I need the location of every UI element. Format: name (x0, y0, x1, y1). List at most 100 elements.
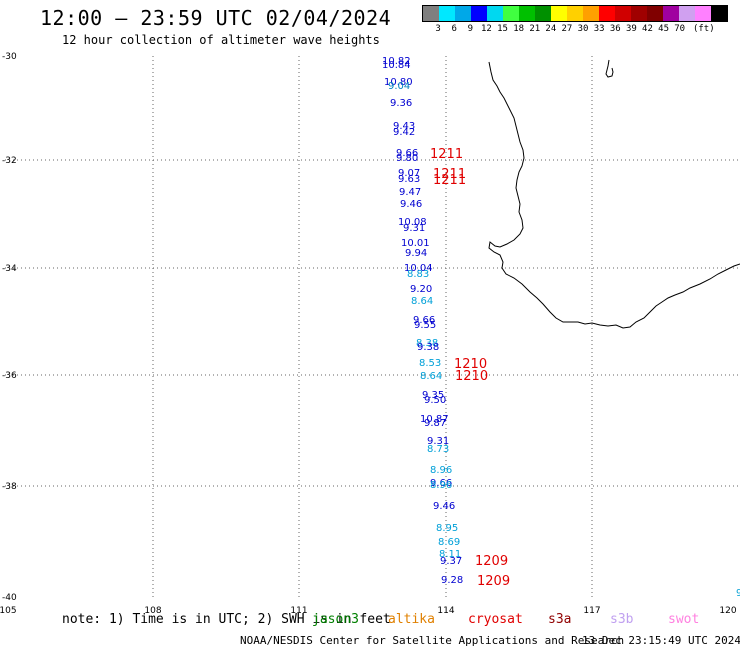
map-subtitle: 12 hour collection of altimeter wave hei… (62, 33, 380, 47)
color-swatch (471, 6, 487, 21)
wave-height-value: 9.87 (424, 418, 446, 429)
color-swatch (455, 6, 471, 21)
color-swatch (679, 6, 695, 21)
color-scale-label: 70 (674, 24, 686, 34)
footer-note: note: 1) Time is in UTC; 2) SWH is in fe… (62, 612, 391, 627)
credit-line: NOAA/NESDIS Center for Satellite Applica… (240, 634, 625, 647)
wave-height-value: 9.46 (400, 199, 422, 210)
satellite-legend-item: s3a (548, 612, 572, 627)
wave-height-value: 9.94 (405, 248, 427, 259)
color-scale-label: 39 (625, 24, 637, 34)
color-swatch (503, 6, 519, 21)
color-scale-label: 42 (642, 24, 653, 34)
color-swatch (567, 6, 583, 21)
pass-time-label: 1209 (475, 554, 508, 569)
wave-height-value: 9.43 (393, 121, 415, 132)
wave-height-value: 9.63 (398, 174, 420, 185)
color-scale-label: 33 (593, 24, 605, 34)
satellite-legend-item: s3b (610, 612, 634, 627)
latitude-tick-label: -40 (2, 593, 17, 603)
wave-height-value: 8.83 (407, 269, 429, 280)
pass-time-label: 1210 (454, 357, 487, 372)
wave-height-value: 8.64 (420, 371, 442, 382)
longitude-tick-label: 114 (437, 606, 454, 616)
color-scale-legend: 3 6 9 12 15 18 21 24 27 30 33 36 39 42 45 70 (ft) (422, 5, 728, 35)
latitude-tick-label: -30 (2, 52, 17, 62)
longitude-tick-label: 108 (144, 606, 161, 616)
color-scale-label: 3 (435, 24, 441, 34)
wave-height-value: 9.42 (393, 127, 415, 138)
color-scale-label: 18 (513, 24, 525, 34)
wave-height-value: 9.66 (396, 148, 418, 159)
wave-height-value: 9.38 (417, 342, 439, 353)
satellite-legend-item: cryosat (468, 612, 523, 627)
wave-height-value: 9.55 (414, 320, 436, 331)
color-swatch (663, 6, 679, 21)
wave-height-value: 10.87 (420, 414, 449, 425)
color-scale-labels: 3 6 9 12 15 18 21 24 27 30 33 36 39 42 45 70 (ft) (422, 22, 728, 36)
color-scale-label: 9 (467, 24, 474, 34)
wave-height-value: 8.53 (419, 358, 441, 369)
satellite-legend-item: jason3 (312, 612, 359, 627)
wave-height-value: 8.38 (416, 338, 438, 349)
color-swatch (583, 6, 599, 21)
map-title: 12:00 – 23:59 UTC 02/04/2024 (40, 6, 392, 30)
longitude-tick-label: 120 (719, 606, 736, 616)
wave-height-value: 9.80 (396, 153, 418, 164)
color-scale-label: 24 (545, 24, 557, 34)
color-swatch (487, 6, 503, 21)
color-scale-unit: (ft) (692, 24, 715, 34)
color-swatch (631, 6, 647, 21)
wave-height-value: 8.11 (439, 549, 461, 560)
generation-timestamp: 13 Dec 23:15:49 UTC 2024 (582, 634, 740, 647)
wave-height-value: 9.47 (399, 187, 421, 198)
wave-height-value: 10.80 (384, 77, 413, 88)
island-outline (605, 59, 614, 78)
color-swatch (535, 6, 551, 21)
color-scale-label: 21 (529, 24, 541, 34)
wave-height-value: 9.04 (388, 81, 410, 92)
wave-height-value: 9.50 (424, 395, 446, 406)
color-scale-label: 15 (497, 24, 508, 34)
wave-height-value: 8.95 (436, 523, 458, 534)
wave-height-value: 9.66 (413, 315, 435, 326)
wave-height-value: 9.31 (427, 436, 449, 447)
color-swatch (439, 6, 455, 21)
latitude-tick-label: -32 (2, 156, 17, 166)
color-scale-bar (422, 5, 728, 22)
color-scale-label: 6 (451, 24, 457, 34)
wave-height-value: 9.07 (398, 168, 420, 179)
pass-time-label: 1211 (433, 173, 466, 188)
color-swatch (599, 6, 615, 21)
longitude-tick-label: 117 (583, 606, 600, 616)
color-scale-label: 45 (658, 24, 669, 34)
wave-height-labels: 10.8210.8410.809.049.369.439.429.669.809… (382, 56, 463, 586)
wave-height-value: 10.82 (382, 56, 411, 67)
pass-time-label: 1211 (430, 147, 463, 162)
wave-height-value: 9.31 (403, 223, 425, 234)
longitude-tick-label: 105 (0, 606, 17, 616)
color-swatch (647, 6, 663, 21)
wave-height-value: 8.64 (411, 296, 433, 307)
edge-label: 9 (736, 588, 740, 599)
wave-height-value: 8.73 (427, 444, 449, 455)
color-scale-label: 27 (561, 24, 573, 34)
wave-height-value: 9.35 (422, 390, 444, 401)
wave-height-value: 9.36 (390, 98, 412, 109)
color-scale-label: 12 (480, 24, 492, 34)
pass-time-label: 1209 (477, 574, 510, 589)
map-grid (5, 56, 739, 597)
color-swatch (519, 6, 535, 21)
pass-time-label: 1211 (433, 167, 466, 182)
satellite-legend-item: swot (668, 612, 700, 627)
axis-labels: 105 108 111 114 117 120 -30 -32 -34 -36 -38 -40 (0, 52, 737, 616)
color-scale-label: 36 (609, 24, 621, 34)
wave-height-value: 8.96 (430, 480, 452, 491)
wave-height-value: 10.04 (404, 263, 433, 274)
color-swatch (423, 6, 439, 21)
wave-height-value: 8.69 (438, 537, 460, 548)
wave-height-value: 9.20 (410, 284, 432, 295)
color-swatch (551, 6, 567, 21)
